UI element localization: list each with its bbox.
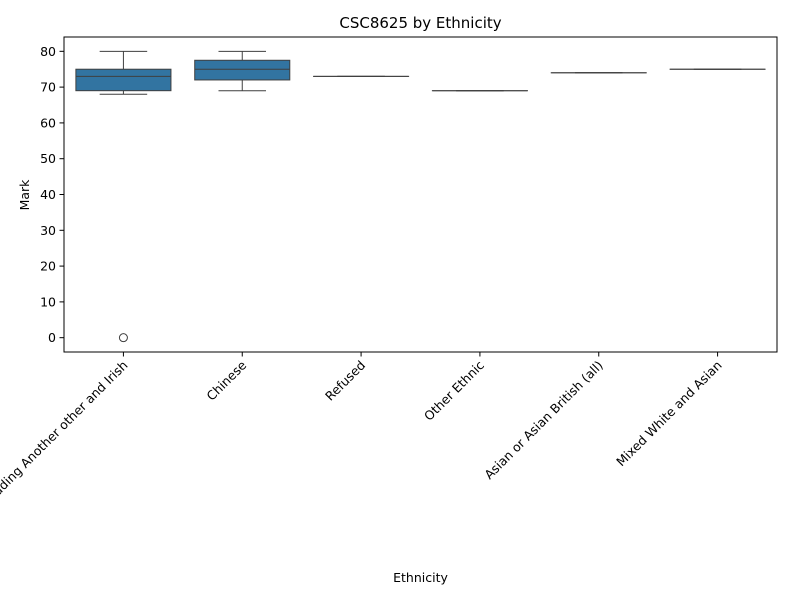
y-tick-label: 10 <box>40 294 56 309</box>
x-axis: White including Another other and Irish C… <box>0 352 725 542</box>
y-tick-label: 80 <box>40 44 56 59</box>
y-tick-label: 20 <box>40 259 56 274</box>
y-axis: 0 10 20 30 40 50 60 70 80 <box>40 44 64 345</box>
plot-area <box>75 50 766 343</box>
y-tick-label: 50 <box>40 151 56 166</box>
chart-title: CSC8625 by Ethnicity <box>339 14 501 32</box>
box-group <box>194 50 291 92</box>
box-iqr <box>75 68 172 92</box>
x-tick-label: Asian or Asian British (all) <box>481 358 606 483</box>
x-tick-label: Mixed White and Asian <box>613 358 725 470</box>
box-group <box>75 50 172 343</box>
y-tick-label: 30 <box>40 223 56 238</box>
y-tick-label: 40 <box>40 187 56 202</box>
y-tick-label: 60 <box>40 115 56 130</box>
box-iqr <box>194 59 291 81</box>
x-axis-label: Ethnicity <box>393 570 448 585</box>
y-tick-label: 0 <box>48 330 56 345</box>
y-tick-label: 70 <box>40 80 56 95</box>
outlier-point <box>118 333 128 343</box>
y-axis-label: Mark <box>17 179 32 211</box>
x-tick-label: Chinese <box>203 357 249 403</box>
x-tick-label: White including Another other and Irish <box>0 358 131 543</box>
x-tick-label: Other Ethnic <box>421 357 487 423</box>
x-tick-label: Refused <box>322 358 368 404</box>
